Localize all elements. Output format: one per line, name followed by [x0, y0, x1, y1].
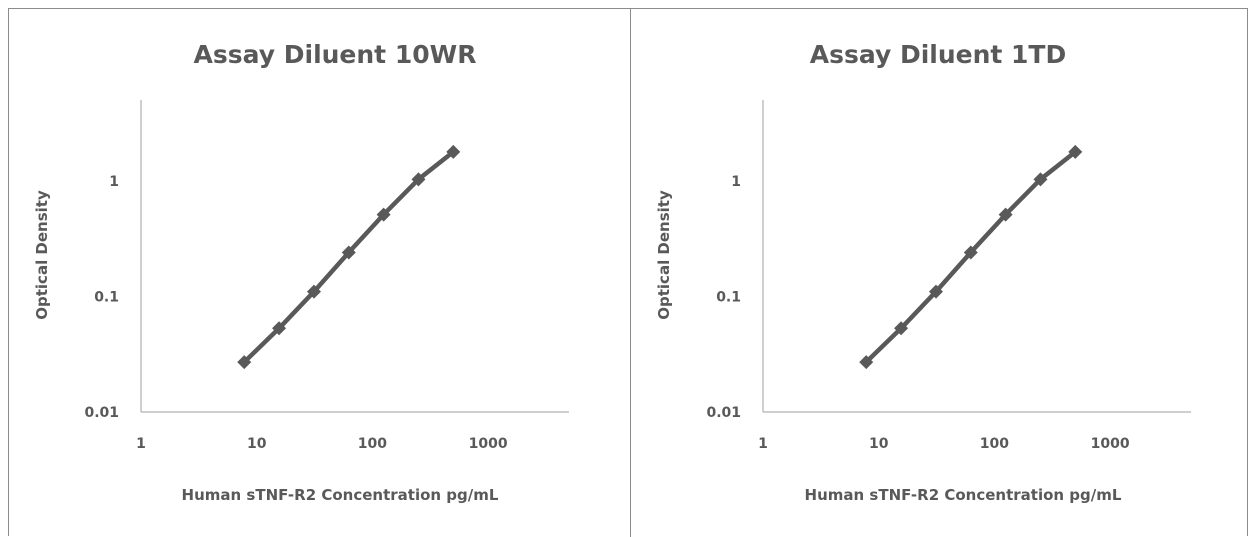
data-point-marker [928, 284, 943, 299]
x-tick-label: 10 [247, 436, 267, 452]
x-tick-label: 1000 [1091, 436, 1130, 452]
y-axis-title: Optical Density [33, 190, 51, 320]
x-tick-label: 100 [980, 436, 1009, 452]
y-tick-label: 0.01 [706, 405, 741, 421]
data-point-marker [272, 321, 287, 336]
figure-frame [8, 8, 1248, 536]
data-point-marker [306, 284, 321, 299]
data-point-marker [446, 144, 461, 159]
panel-divider [630, 8, 631, 537]
data-point-marker [341, 245, 356, 260]
x-tick-label: 10 [869, 436, 889, 452]
data-point-marker [1068, 144, 1083, 159]
data-point-marker [376, 207, 391, 222]
x-tick-label: 100 [358, 436, 387, 452]
data-point-marker [1033, 172, 1048, 187]
chart-panel-left: Assay Diluent 10WR Optical Density Human… [33, 40, 569, 504]
y-tick-label: 1 [731, 174, 741, 190]
data-point-marker [998, 207, 1013, 222]
x-tick-label: 1 [136, 436, 146, 452]
x-tick-label: 1000 [469, 436, 508, 452]
x-axis-title: Human sTNF-R2 Concentration pg/mL [805, 486, 1122, 504]
data-point-marker [894, 321, 909, 336]
y-tick-label: 1 [109, 174, 119, 190]
y-tick-label: 0.1 [94, 289, 119, 305]
y-tick-label: 0.1 [716, 289, 741, 305]
data-point-marker [411, 172, 426, 187]
chart-title: Assay Diluent 1TD [810, 40, 1067, 69]
x-axis-title: Human sTNF-R2 Concentration pg/mL [182, 486, 499, 504]
data-point-marker [859, 355, 874, 370]
y-axis-title: Optical Density [655, 190, 673, 320]
x-tick-label: 1 [758, 436, 768, 452]
y-tick-label: 0.01 [84, 405, 119, 421]
plot-area: 0.01 0.1 1 1 10 100 1000 [706, 100, 1191, 452]
chart-panel-right: Assay Diluent 1TD Optical Density Human … [655, 40, 1191, 504]
chart-title: Assay Diluent 10WR [194, 40, 477, 69]
plot-area: 0.01 0.1 1 1 10 100 1000 [84, 100, 569, 452]
data-point-marker [237, 355, 252, 370]
data-point-marker [963, 245, 978, 260]
